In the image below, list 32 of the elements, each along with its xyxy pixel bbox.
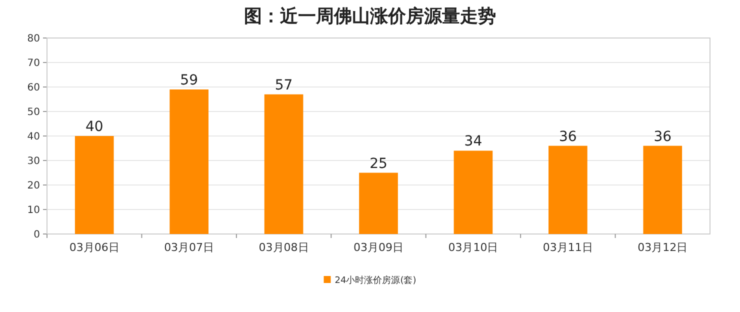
data-label: 36: [559, 128, 577, 145]
y-tick-label: 80: [27, 34, 40, 44]
y-tick-label: 40: [27, 132, 40, 142]
bar: [170, 89, 208, 234]
x-tick-label: 03月07日: [164, 241, 214, 254]
data-label: 40: [85, 119, 104, 135]
y-tick-label: 70: [27, 58, 40, 69]
x-tick-label: 03月08日: [258, 241, 309, 254]
data-label: 34: [464, 134, 482, 150]
data-label: 25: [370, 156, 388, 172]
x-tick-label: 03月11日: [542, 241, 593, 254]
bar: [74, 136, 114, 234]
x-tick-label: 03月12日: [638, 241, 688, 254]
data-label: 57: [274, 77, 293, 94]
y-tick-label: 0: [34, 230, 40, 240]
x-tick-label: 03月06日: [69, 241, 120, 254]
x-tick-label: 03月09日: [354, 241, 404, 254]
bar: [359, 172, 398, 234]
data-label: 59: [180, 72, 198, 88]
bar: [454, 150, 493, 234]
y-tick-label: 60: [27, 82, 40, 94]
bar: [643, 146, 682, 234]
legend-label: 24小时涨价房源(套): [334, 275, 416, 286]
y-tick-label: 10: [27, 205, 40, 216]
bar: [548, 146, 588, 234]
data-label: 36: [654, 128, 672, 145]
chart-title: 图：近一周佛山涨价房源量走势: [244, 6, 496, 27]
x-tick-label: 03月10日: [448, 241, 498, 254]
y-tick-label: 20: [27, 180, 40, 192]
y-tick-label: 50: [27, 107, 40, 118]
y-tick-label: 30: [27, 156, 40, 167]
bar: [264, 94, 304, 234]
